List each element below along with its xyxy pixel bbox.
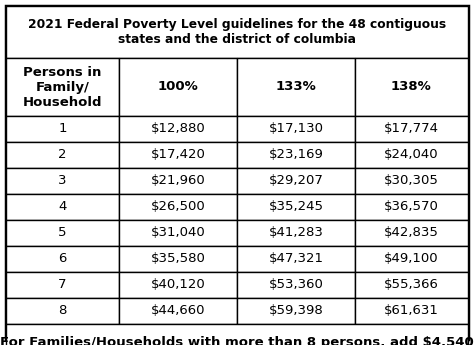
Bar [6, 298, 119, 324]
Text: $53,360: $53,360 [268, 278, 323, 292]
Bar [6, 246, 119, 272]
Text: $31,040: $31,040 [151, 227, 205, 239]
Text: 138%: 138% [391, 80, 432, 93]
Text: 1: 1 [58, 122, 67, 136]
Text: 100%: 100% [158, 80, 199, 93]
Text: $42,835: $42,835 [384, 227, 439, 239]
Bar [355, 220, 468, 246]
Bar [6, 6, 468, 58]
Bar [355, 116, 468, 142]
Text: 2: 2 [58, 148, 67, 161]
Bar [355, 298, 468, 324]
Text: $59,398: $59,398 [269, 305, 323, 317]
Text: $17,130: $17,130 [268, 122, 323, 136]
Bar [119, 298, 237, 324]
Text: 133%: 133% [275, 80, 316, 93]
Bar [6, 272, 119, 298]
Text: $47,321: $47,321 [268, 253, 323, 266]
Text: $24,040: $24,040 [384, 148, 439, 161]
Text: $49,100: $49,100 [384, 253, 439, 266]
Text: $12,880: $12,880 [151, 122, 205, 136]
Bar [355, 58, 468, 116]
Text: $17,420: $17,420 [151, 148, 206, 161]
Text: $41,283: $41,283 [268, 227, 323, 239]
Bar [6, 194, 119, 220]
Text: For Families/Households with more than 8 persons, add $4,540
for each additional: For Families/Households with more than 8… [0, 336, 474, 345]
Bar [6, 168, 119, 194]
Text: $44,660: $44,660 [151, 305, 205, 317]
Bar [237, 142, 355, 168]
Bar [237, 272, 355, 298]
Bar [355, 168, 468, 194]
Text: 5: 5 [58, 227, 67, 239]
Bar [6, 116, 119, 142]
Bar [237, 168, 355, 194]
Bar [119, 58, 237, 116]
Bar [355, 272, 468, 298]
Bar [119, 142, 237, 168]
Bar [237, 220, 355, 246]
Bar [237, 298, 355, 324]
Bar [237, 116, 355, 142]
Text: 8: 8 [58, 305, 67, 317]
Text: $40,120: $40,120 [151, 278, 205, 292]
Text: $55,366: $55,366 [384, 278, 439, 292]
Bar [119, 272, 237, 298]
Bar [237, 246, 355, 272]
Text: $30,305: $30,305 [384, 175, 439, 187]
Text: $29,207: $29,207 [268, 175, 323, 187]
Bar [6, 142, 119, 168]
Bar [355, 246, 468, 272]
Text: $21,960: $21,960 [151, 175, 205, 187]
Bar [6, 220, 119, 246]
Text: 6: 6 [58, 253, 67, 266]
Text: $36,570: $36,570 [384, 200, 439, 214]
Bar [6, 324, 468, 345]
Text: Persons in
Family/
Household: Persons in Family/ Household [23, 66, 102, 108]
Bar [119, 246, 237, 272]
Text: $26,500: $26,500 [151, 200, 205, 214]
Bar [119, 116, 237, 142]
Bar [237, 194, 355, 220]
Text: $17,774: $17,774 [384, 122, 439, 136]
Text: $23,169: $23,169 [268, 148, 323, 161]
Text: 4: 4 [58, 200, 67, 214]
Bar [237, 58, 355, 116]
Text: 2021 Federal Poverty Level guidelines for the 48 contiguous
states and the distr: 2021 Federal Poverty Level guidelines fo… [28, 18, 446, 46]
Text: $35,580: $35,580 [151, 253, 206, 266]
Bar [119, 194, 237, 220]
Bar [6, 58, 119, 116]
Bar [119, 220, 237, 246]
Bar [119, 168, 237, 194]
Text: $61,631: $61,631 [384, 305, 439, 317]
Bar [355, 194, 468, 220]
Text: $35,245: $35,245 [268, 200, 323, 214]
Bar [355, 142, 468, 168]
Text: 3: 3 [58, 175, 67, 187]
Text: 7: 7 [58, 278, 67, 292]
